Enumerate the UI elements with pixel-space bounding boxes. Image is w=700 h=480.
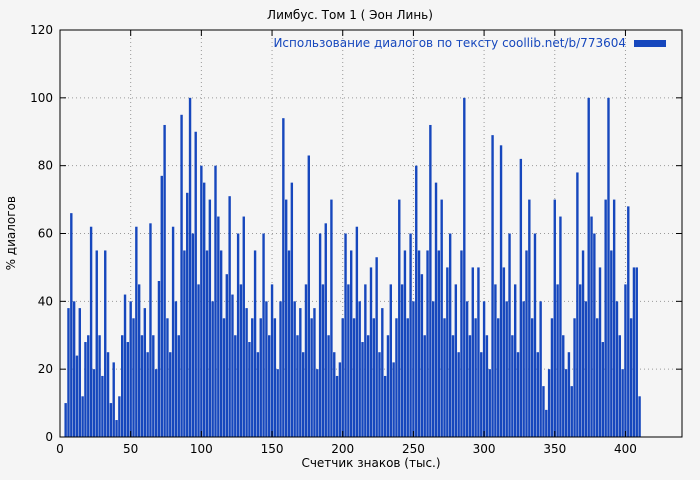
x-axis-label: Счетчик знаков (тыс.) — [301, 456, 441, 470]
svg-text:150: 150 — [261, 442, 284, 456]
svg-text:400: 400 — [614, 442, 637, 456]
svg-text:300: 300 — [473, 442, 496, 456]
axes — [59, 29, 683, 438]
svg-text:350: 350 — [543, 442, 566, 456]
data-bars — [64, 97, 641, 438]
legend-label: Использование диалогов по тексту coollib… — [273, 36, 626, 50]
svg-text:200: 200 — [331, 442, 354, 456]
legend-series-swatch — [634, 39, 666, 47]
legend: Использование диалогов по тексту coollib… — [273, 36, 666, 50]
svg-text:100: 100 — [190, 442, 213, 456]
tick-labels: 0 50 100 150 200 250 300 350 400 0 20 40 60 80 100 120 — [30, 23, 637, 456]
svg-text:250: 250 — [402, 442, 425, 456]
svg-text:40: 40 — [38, 294, 53, 308]
svg-text:80: 80 — [38, 159, 53, 173]
svg-text:120: 120 — [30, 23, 53, 37]
svg-text:100: 100 — [30, 91, 53, 105]
svg-text:60: 60 — [38, 227, 53, 241]
chart-title: Лимбус. Том 1 ( Эон Линь) — [267, 8, 433, 22]
svg-text:50: 50 — [123, 442, 138, 456]
svg-text:0: 0 — [56, 442, 64, 456]
svg-text:0: 0 — [45, 430, 53, 444]
svg-text:20: 20 — [38, 362, 53, 376]
